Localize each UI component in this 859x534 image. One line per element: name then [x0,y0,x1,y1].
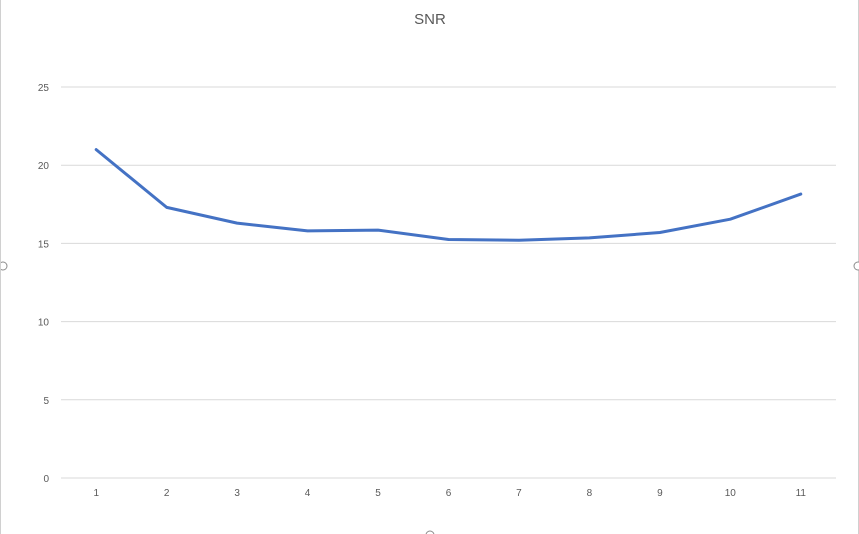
chart-title: SNR [414,11,446,28]
x-tick-label: 7 [516,488,522,499]
data-point [517,239,520,242]
data-point [165,206,168,209]
y-tick-label: 15 [38,239,50,250]
x-tick-label: 1 [93,488,99,499]
resize-handle-bottom[interactable] [425,530,435,534]
x-tick-label: 2 [164,488,170,499]
y-tick-label: 20 [38,161,50,172]
data-point [236,222,239,225]
x-tick-label: 8 [587,488,593,499]
data-point [95,148,98,151]
data-point [306,229,309,232]
x-tick-label: 6 [446,488,452,499]
data-point [588,236,591,239]
y-tick-label: 25 [38,83,50,94]
x-tick-label: 10 [725,488,737,499]
data-point [729,218,732,221]
y-axis-ticks: 0 5 10 15 20 25 [38,83,50,485]
selection-handles[interactable] [1,261,859,534]
data-point [658,231,661,234]
data-point [377,229,380,232]
y-tick-label: 0 [43,474,49,485]
y-tick-label: 5 [43,396,49,407]
x-tick-label: 5 [375,488,381,499]
series-line-0 [94,148,803,242]
x-tick-label: 11 [796,488,807,499]
resize-handle-right[interactable] [853,261,859,271]
data-point [799,193,802,196]
x-tick-label: 9 [657,488,663,499]
x-tick-label: 3 [234,488,240,499]
x-tick-label: 4 [305,488,311,499]
gridlines [61,86,836,479]
data-point [447,238,450,241]
y-tick-label: 10 [38,318,50,329]
x-axis-ticks: 1 2 3 4 5 6 7 8 9 10 11 [93,488,806,499]
series-layer [94,148,803,242]
resize-handle-left[interactable] [1,261,8,271]
